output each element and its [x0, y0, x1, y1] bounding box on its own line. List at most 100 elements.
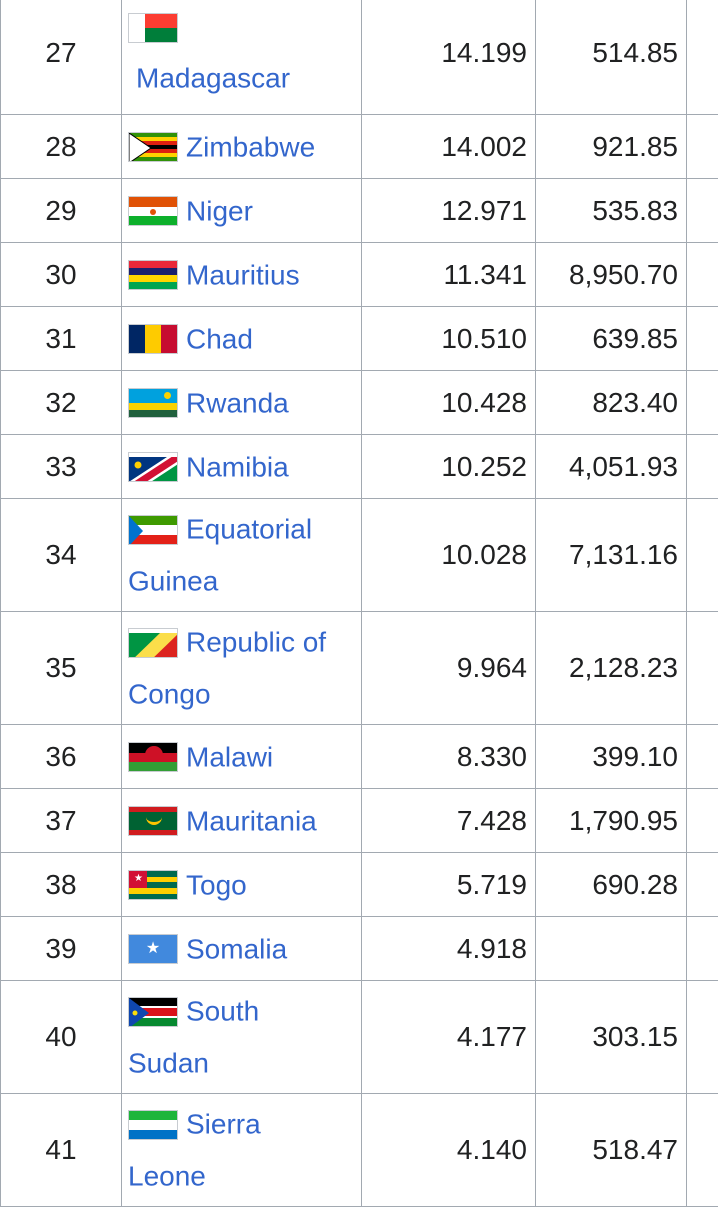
gdp-cell: 9.964 [362, 612, 536, 725]
extra-cell [687, 1094, 718, 1207]
extra-cell [687, 371, 718, 435]
extra-cell [687, 725, 718, 789]
country-link-line2[interactable]: Congo [128, 679, 211, 710]
gdp-cell: 4.140 [362, 1094, 536, 1207]
flag-namibia-icon [128, 452, 178, 482]
rank-cell: 30 [1, 243, 122, 307]
gdp-per-capita-cell: 823.40 [536, 371, 687, 435]
gdp-cell: 10.428 [362, 371, 536, 435]
gdp-cell: 4.177 [362, 981, 536, 1094]
country-link[interactable]: Namibia [186, 451, 289, 482]
country-link[interactable]: South [186, 996, 259, 1027]
country-link[interactable]: Madagascar [136, 62, 290, 93]
gdp-per-capita-cell: 8,950.70 [536, 243, 687, 307]
gdp-per-capita-cell: 303.15 [536, 981, 687, 1094]
rank-cell: 31 [1, 307, 122, 371]
rank-cell: 34 [1, 499, 122, 612]
gdp-per-capita-cell: 514.85 [536, 0, 687, 115]
flag-togo-icon: ★ [128, 870, 178, 900]
country-link[interactable]: Sierra [186, 1109, 261, 1140]
rank-cell: 29 [1, 179, 122, 243]
country-link[interactable]: Chad [186, 323, 253, 354]
extra-cell [687, 243, 718, 307]
gdp-cell: 11.341 [362, 243, 536, 307]
country-cell: Niger [122, 179, 362, 243]
country-link[interactable]: Mauritania [186, 805, 317, 836]
gdp-cell: 10.028 [362, 499, 536, 612]
country-cell: Mauritius [122, 243, 362, 307]
extra-cell [687, 853, 718, 917]
flag-niger-icon [128, 196, 178, 226]
country-cell: Republic of Congo [122, 612, 362, 725]
flag-rwanda-icon [128, 388, 178, 418]
country-cell: Malawi [122, 725, 362, 789]
flag-south-sudan-icon [128, 997, 178, 1027]
gdp-cell: 14.002 [362, 115, 536, 179]
gdp-per-capita-cell: 921.85 [536, 115, 687, 179]
extra-cell [687, 435, 718, 499]
gdp-cell: 7.428 [362, 789, 536, 853]
rank-cell: 36 [1, 725, 122, 789]
gdp-per-capita-cell: 1,790.95 [536, 789, 687, 853]
country-link[interactable]: Togo [186, 869, 247, 900]
gdp-per-capita-cell: 2,128.23 [536, 612, 687, 725]
country-link-line2[interactable]: Guinea [128, 566, 218, 597]
flag-zimbabwe-icon [128, 132, 178, 162]
country-cell: ★Somalia [122, 917, 362, 981]
gdp-per-capita-cell: 399.10 [536, 725, 687, 789]
gdp-per-capita-cell: 4,051.93 [536, 435, 687, 499]
extra-cell [687, 307, 718, 371]
country-link[interactable]: Rwanda [186, 387, 289, 418]
flag-malawi-icon [128, 742, 178, 772]
country-cell: Chad [122, 307, 362, 371]
extra-cell [687, 115, 718, 179]
country-cell: Madagascar [122, 0, 362, 115]
gdp-cell: 14.199 [362, 0, 536, 115]
gdp-per-capita-cell: 518.47 [536, 1094, 687, 1207]
rank-cell: 41 [1, 1094, 122, 1207]
gdp-per-capita-cell: 639.85 [536, 307, 687, 371]
country-link-line2[interactable]: Leone [128, 1161, 206, 1192]
country-link[interactable]: Equatorial [186, 514, 312, 545]
rank-cell: 40 [1, 981, 122, 1094]
country-link[interactable]: Zimbabwe [186, 131, 315, 162]
extra-cell [687, 612, 718, 725]
rank-cell: 32 [1, 371, 122, 435]
rank-cell: 37 [1, 789, 122, 853]
country-link[interactable]: Malawi [186, 741, 273, 772]
country-cell: Sierra Leone [122, 1094, 362, 1207]
country-cell: Rwanda [122, 371, 362, 435]
country-link[interactable]: Mauritius [186, 259, 300, 290]
rank-cell: 35 [1, 612, 122, 725]
country-cell: Namibia [122, 435, 362, 499]
rank-cell: 28 [1, 115, 122, 179]
country-link[interactable]: Niger [186, 195, 253, 226]
country-cell: Equatorial Guinea [122, 499, 362, 612]
flag-sierra-leone-icon [128, 1110, 178, 1140]
extra-cell [687, 179, 718, 243]
country-link-line2[interactable]: Sudan [128, 1048, 209, 1079]
gdp-per-capita-cell [536, 917, 687, 981]
rank-cell: 38 [1, 853, 122, 917]
gdp-per-capita-cell: 690.28 [536, 853, 687, 917]
country-link[interactable]: Republic of [186, 627, 326, 658]
gdp-cell: 8.330 [362, 725, 536, 789]
rank-cell: 33 [1, 435, 122, 499]
gdp-cell: 10.252 [362, 435, 536, 499]
gdp-per-capita-cell: 535.83 [536, 179, 687, 243]
gdp-cell: 4.918 [362, 917, 536, 981]
country-link[interactable]: Somalia [186, 933, 287, 964]
